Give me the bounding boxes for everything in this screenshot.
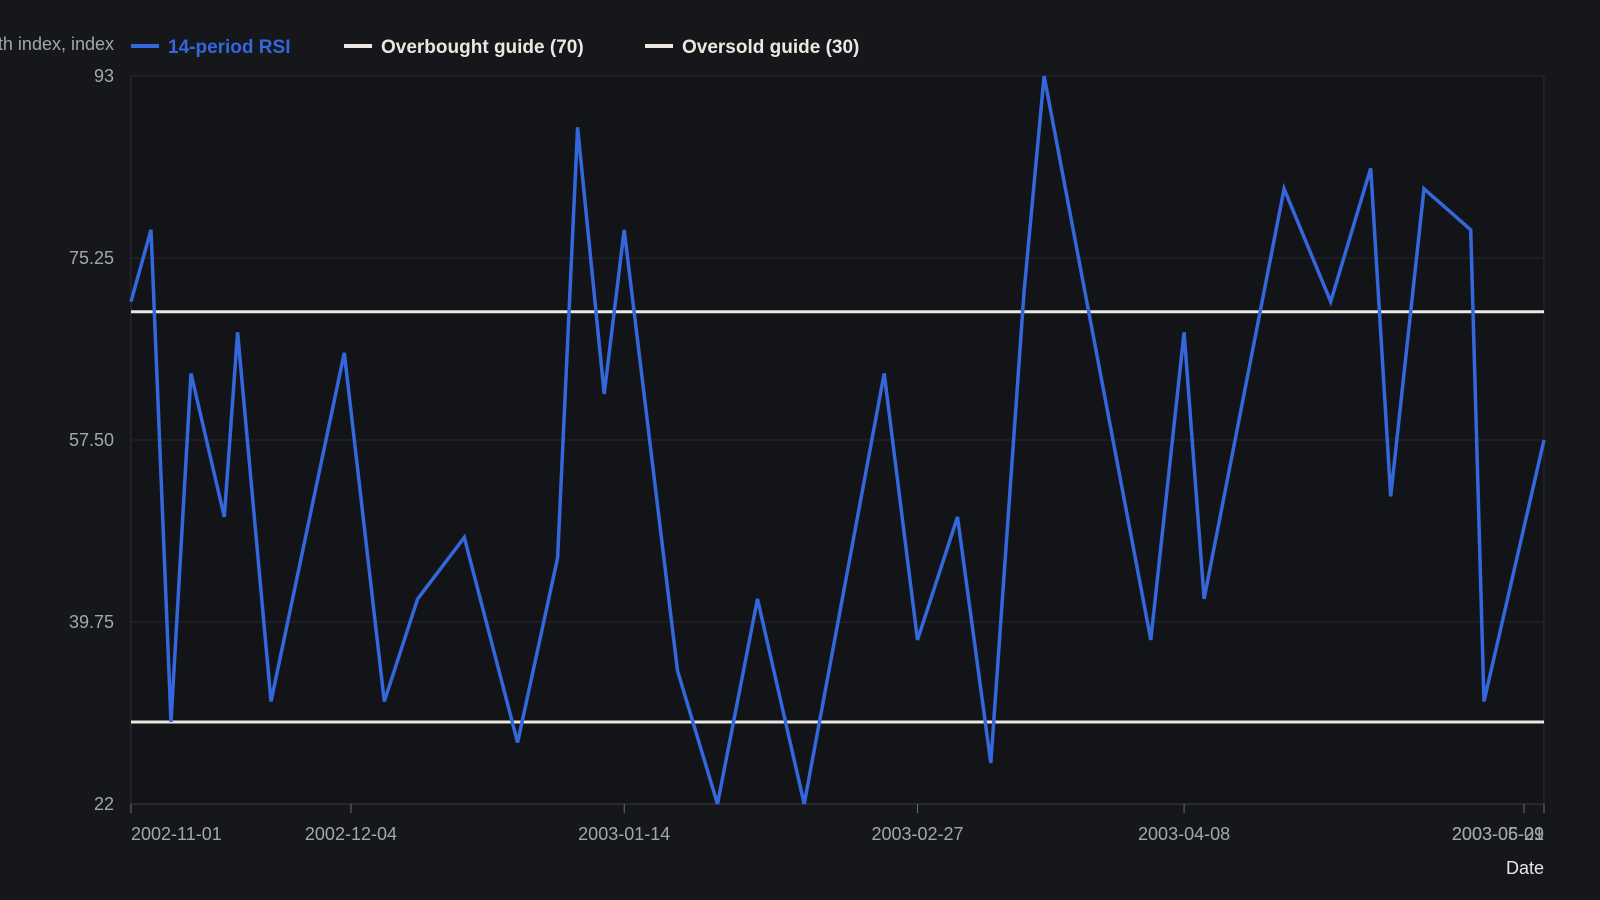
y-tick-label: 22 xyxy=(94,794,114,814)
series-group xyxy=(129,75,1546,805)
y-tick-label: 39.75 xyxy=(69,612,114,632)
x-axis-title: Date xyxy=(1506,858,1544,878)
legend-label: Oversold guide (30) xyxy=(682,37,859,58)
x-tick-label: 2003-06-01 xyxy=(1452,824,1544,844)
x-tick-label: 2003-04-08 xyxy=(1138,824,1230,844)
series-line-0 xyxy=(129,75,1546,805)
x-tick-label: 2002-12-04 xyxy=(305,824,397,844)
legend-label: 14-period RSI xyxy=(168,37,290,58)
y-tick-label: 75.25 xyxy=(69,248,114,268)
x-tick-label: 2003-05-29 xyxy=(1452,824,1544,844)
x-tick-label: 2003-01-14 xyxy=(578,824,670,844)
x-tick-label: 2003-02-27 xyxy=(871,824,963,844)
x-axis: 2002-11-01 2002-12-04 2003-01-14 2003-02-27… xyxy=(130,803,1545,844)
y-tick-label: 57.50 xyxy=(69,430,114,450)
y-axis-title: Relative strength index, index xyxy=(0,34,114,54)
x-tick-label: 2002-11-01 xyxy=(131,824,222,844)
legend: 14-period RSI Overbought guide (70) Overso… xyxy=(131,37,859,58)
y-axis: 93 75.25 57.50 39.75 22 xyxy=(69,66,114,814)
legend-label: Overbought guide (70) xyxy=(381,37,584,58)
y-tick-label: 93 xyxy=(94,66,114,86)
